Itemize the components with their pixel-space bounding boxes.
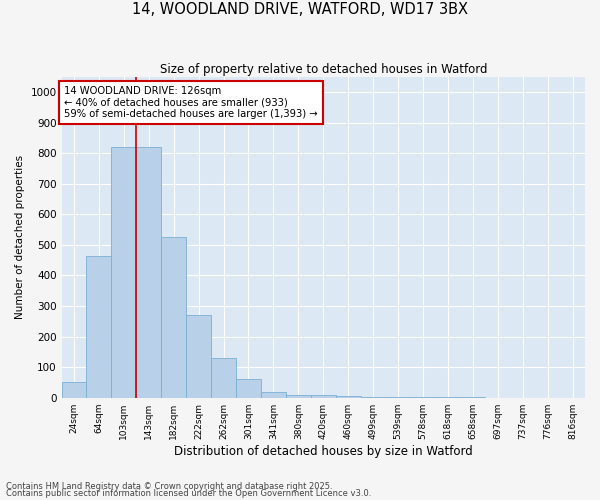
Text: Contains HM Land Registry data © Crown copyright and database right 2025.: Contains HM Land Registry data © Crown c…: [6, 482, 332, 491]
Bar: [62, 382, 86, 398]
Text: 14 WOODLAND DRIVE: 126sqm
← 40% of detached houses are smaller (933)
59% of semi: 14 WOODLAND DRIVE: 126sqm ← 40% of detac…: [64, 86, 318, 120]
Y-axis label: Number of detached properties: Number of detached properties: [15, 155, 25, 320]
Bar: [361, 397, 386, 398]
Bar: [211, 358, 236, 398]
Bar: [86, 256, 112, 398]
Bar: [236, 380, 261, 398]
Text: 14, WOODLAND DRIVE, WATFORD, WD17 3BX: 14, WOODLAND DRIVE, WATFORD, WD17 3BX: [132, 2, 468, 18]
X-axis label: Distribution of detached houses by size in Watford: Distribution of detached houses by size …: [174, 444, 473, 458]
Bar: [286, 394, 311, 398]
Bar: [386, 397, 410, 398]
Bar: [261, 392, 286, 398]
Bar: [336, 396, 361, 398]
Text: Contains public sector information licensed under the Open Government Licence v3: Contains public sector information licen…: [6, 490, 371, 498]
Title: Size of property relative to detached houses in Watford: Size of property relative to detached ho…: [160, 62, 487, 76]
Bar: [161, 237, 186, 398]
Bar: [112, 147, 136, 398]
Bar: [136, 147, 161, 398]
Bar: [186, 315, 211, 398]
Bar: [311, 394, 336, 398]
